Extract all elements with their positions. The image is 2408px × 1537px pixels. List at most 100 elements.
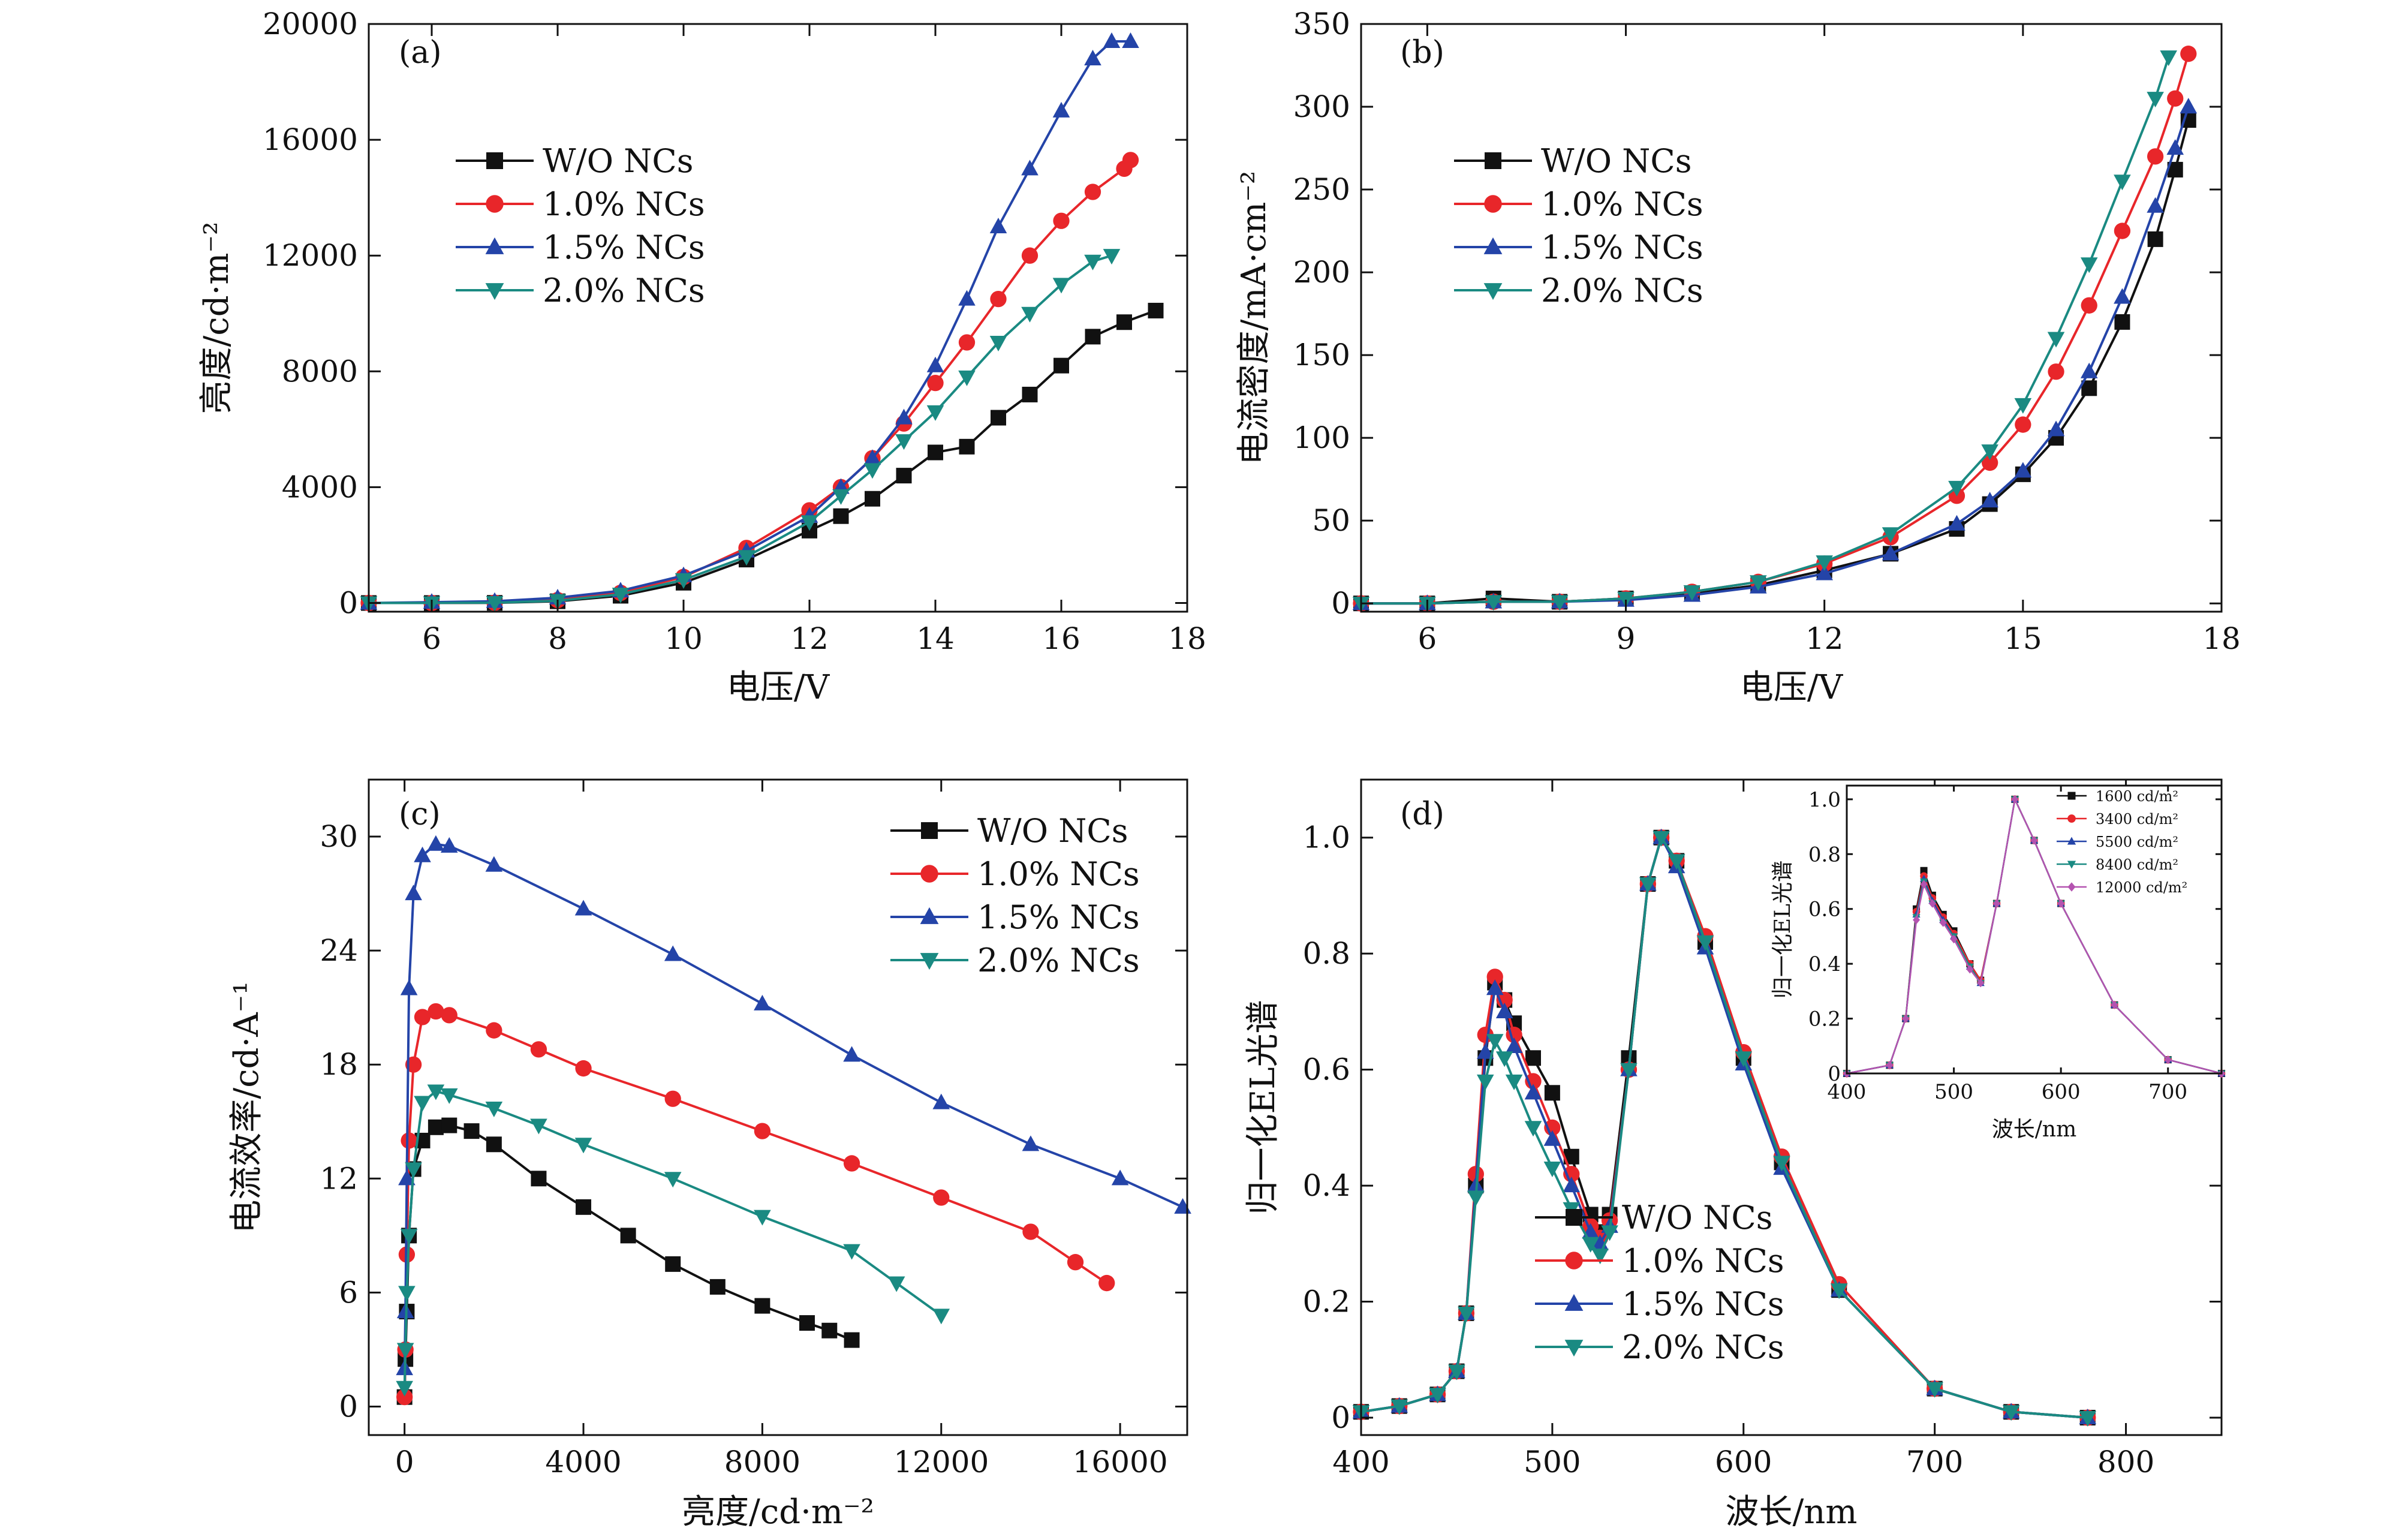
data-point [2081,297,2097,314]
data-point [1486,1034,1504,1050]
x-tick-label: 10 [664,621,703,656]
x-tick-label: 500 [1524,1445,1581,1479]
x-tick-label: 4000 [545,1445,621,1479]
data-point [440,837,458,853]
legend-marker [2067,792,2076,800]
data-point [575,1060,592,1077]
data-point [1926,1382,1943,1398]
data-point [1067,1254,1084,1271]
x-tick-label: 18 [1168,621,1206,656]
data-point [1816,564,1833,580]
y-axis-title: 亮度/cd·m⁻² [197,222,236,414]
legend-label: 1.5% NCs [1622,1285,1784,1323]
data-point [1882,545,1900,561]
x-tick-label: 8000 [724,1445,800,1479]
data-point [1683,585,1701,601]
x-tick-label: 500 [1934,1080,1973,1104]
legend-label: 2.0% NCs [543,272,705,309]
data-point [1485,595,1503,611]
y-tick-label: 0.6 [1808,898,1841,922]
data-point [1458,1306,1475,1322]
data-point [396,1388,413,1406]
data-point [2147,148,2164,165]
x-tick-label: 8 [548,621,567,656]
y-tick-label: 12000 [263,238,358,273]
legend-label: 1.0% NCs [977,855,1140,893]
series-line [369,159,1132,604]
data-point [863,463,881,479]
series-b-3 [1352,50,2177,613]
data-point [1476,1043,1494,1059]
inset-background [1847,786,2222,1073]
data-point [620,1228,636,1244]
data-point [1735,1051,1753,1067]
legend-marker [1564,1340,1584,1357]
data-point [428,1119,444,1135]
data-point [531,1171,547,1187]
data-point [664,945,682,961]
y-tick-label: 1.0 [1808,788,1841,812]
legend-marker [2067,861,2076,869]
data-point [485,1102,503,1118]
legend-marker [1566,1209,1582,1226]
y-tick-label: 0 [1331,586,1350,621]
data-point [1022,386,1038,402]
data-point [2147,231,2163,247]
data-point [1116,314,1132,330]
data-point [1084,184,1101,200]
panel-label: (d) [1400,796,1444,832]
data-point [398,1169,416,1186]
panel-label: (a) [399,35,442,71]
data-point [2047,332,2065,348]
data-point [832,489,850,505]
data-point [1495,1002,1513,1018]
chart-panel-a: 6 8 10 12 14 16 18 0 4000 8000 12000 16000 20000 电压/V… [197,7,1206,707]
data-point [675,573,693,589]
data-point [1750,575,1767,591]
series-d-inset-4 [1843,795,2225,1078]
data-point [398,1286,416,1302]
legend-marker [920,953,939,970]
data-point [958,290,976,306]
y-tick-label: 0 [339,1389,358,1424]
series-d-3 [1352,831,2097,1427]
data-point [1448,1364,1465,1380]
data-point [989,217,1007,233]
data-point [2047,420,2065,437]
x-tick-label: 700 [2148,1080,2187,1104]
data-point [576,1199,592,1215]
data-point [1653,831,1670,847]
data-point [2002,1405,2020,1421]
data-point [754,1210,771,1226]
series-line [1361,119,2190,605]
legend-marker [485,283,504,300]
data-point [709,1279,726,1295]
data-point [754,1123,771,1139]
data-point [1982,454,1998,471]
series-b-0 [1353,112,2196,612]
data-point [2160,50,2177,67]
data-point [1054,357,1069,374]
data-point [486,595,504,612]
y-tick-label: 8000 [282,354,358,389]
data-point [441,1117,457,1133]
legend-marker [2067,882,2076,892]
series-line [1361,56,2170,605]
x-tick-label: 16000 [1073,1445,1168,1479]
series-b-2 [1352,98,2198,610]
data-point [863,449,881,465]
data-point [665,1256,681,1272]
data-point [1524,1121,1542,1137]
data-point [844,1332,860,1348]
data-point [2166,139,2184,155]
data-point [932,1093,950,1109]
x-axis-title: 波长/nm [1725,1493,1857,1532]
data-point [2014,462,2032,478]
legend-label: 1600 cd/m² [2096,788,2178,805]
data-point [2048,363,2064,380]
data-point [1052,278,1070,294]
data-point [1053,212,1070,229]
y-tick-label: 100 [1293,420,1350,455]
data-point [1476,1074,1494,1090]
